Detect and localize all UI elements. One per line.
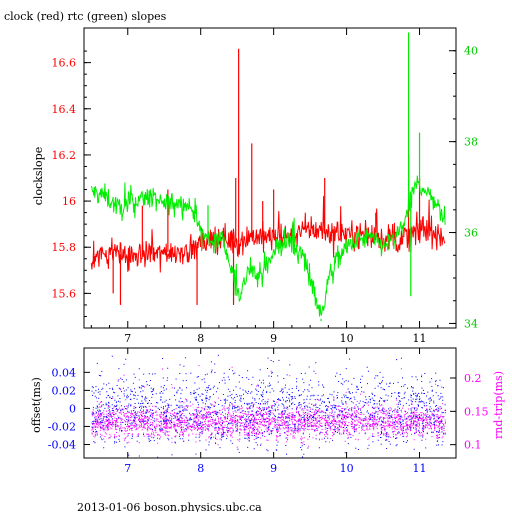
y-tick-label: 0.02 bbox=[52, 384, 77, 397]
top-y-axis-label: clockslope bbox=[32, 147, 45, 205]
bottom-y-axis-label: offset(ms) bbox=[30, 377, 43, 433]
series-line bbox=[90, 175, 446, 317]
y2-tick-label: 0.1 bbox=[464, 439, 482, 452]
y-tick-label: 16.4 bbox=[52, 103, 77, 116]
x-tick-label: 9 bbox=[270, 462, 277, 475]
x-tick-label: 11 bbox=[413, 332, 427, 345]
top-plot-frame bbox=[83, 27, 457, 329]
chart-title: clock (red) rtc (green) slopes bbox=[4, 10, 167, 23]
y-tick-label: -0.04 bbox=[48, 438, 76, 451]
y-tick-label: -0.02 bbox=[48, 420, 76, 433]
bottom-plot-frame bbox=[83, 347, 457, 459]
x-tick-label: 10 bbox=[340, 332, 354, 345]
y2-tick-label: 38 bbox=[464, 136, 478, 149]
bottom-panel: 7 8 9 10 11 -0.04 -0.02 0 0.02 0.04 0.1 0.15 0.2 off… bbox=[30, 347, 505, 475]
x-tick-label: 9 bbox=[270, 332, 277, 345]
footer-text: 2013-01-06 boson.physics.ubc.ca bbox=[77, 501, 262, 512]
y-tick-label: 0 bbox=[69, 402, 76, 415]
series-line bbox=[90, 195, 446, 273]
y-tick-label: 15.6 bbox=[52, 287, 77, 300]
rtc-slope-series bbox=[90, 32, 446, 322]
y2-tick-label: 0.15 bbox=[464, 405, 489, 418]
x-tick-label: 8 bbox=[197, 332, 204, 345]
y2-tick-label: 40 bbox=[464, 45, 478, 58]
x-tick-label: 7 bbox=[124, 462, 131, 475]
y-tick-label: 0.04 bbox=[52, 366, 77, 379]
y-tick-label: 16 bbox=[62, 195, 76, 208]
y-tick-label: 16.2 bbox=[52, 149, 77, 162]
x-tick-label: 11 bbox=[413, 462, 427, 475]
y2-tick-label: 36 bbox=[464, 227, 478, 240]
scatter-points bbox=[91, 354, 447, 458]
bottom-y2-axis-label: rnd-trip(ms) bbox=[492, 371, 505, 439]
y-tick-label: 16.6 bbox=[52, 57, 77, 70]
x-tick-label: 8 bbox=[197, 462, 204, 475]
y2-tick-label: 34 bbox=[464, 317, 478, 330]
y2-tick-label: 0.2 bbox=[464, 372, 482, 385]
top-panel: 7 8 9 10 11 15.6 15.8 16 16.2 16.4 16.6 34 36 38 40 cl… bbox=[32, 27, 478, 345]
x-tick-label: 10 bbox=[340, 462, 354, 475]
y-tick-label: 15.8 bbox=[52, 241, 77, 254]
top-axes: 7 8 9 10 11 15.6 15.8 16 16.2 16.4 16.6 34 36 38 40 bbox=[52, 28, 478, 345]
offset-points bbox=[91, 354, 447, 458]
bottom-axes: 7 8 9 10 11 -0.04 -0.02 0 0.02 0.04 0.1 0.15 0.2 bbox=[48, 348, 489, 475]
x-tick-label: 7 bbox=[124, 332, 131, 345]
clock-slope-series bbox=[90, 48, 446, 305]
